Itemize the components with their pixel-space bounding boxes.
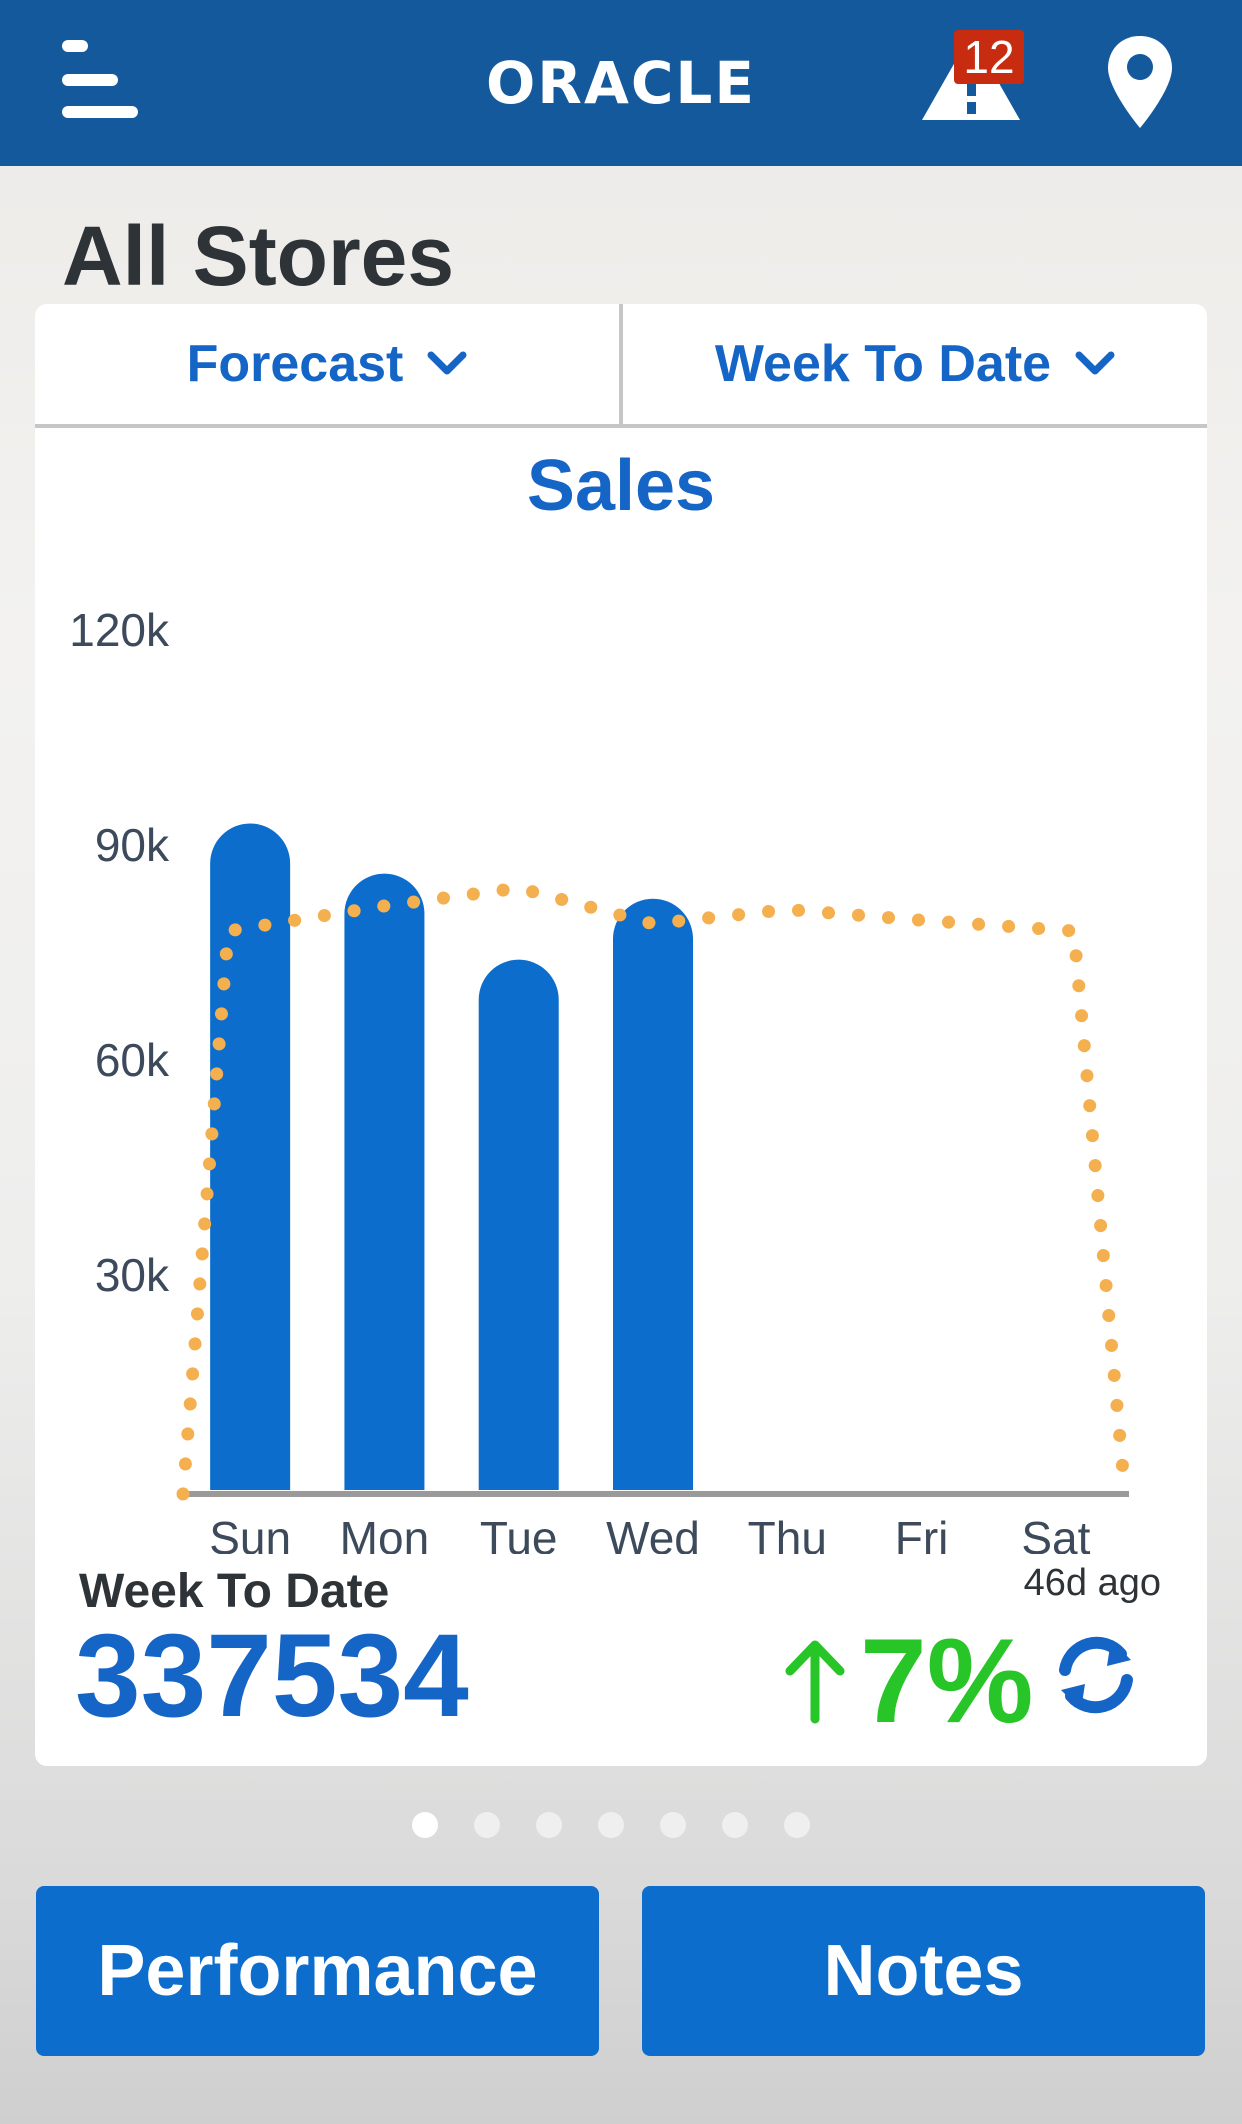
notes-button[interactable]: Notes <box>642 1886 1205 2056</box>
change-value: 7% <box>860 1614 1034 1748</box>
bar-tue[interactable] <box>478 959 559 1490</box>
top-bar: ORACLE 12 <box>0 0 1242 166</box>
performance-button[interactable]: Performance <box>36 1886 599 2056</box>
period-dropdown-label: Week To Date <box>714 335 1052 393</box>
page-dot[interactable] <box>474 1812 500 1838</box>
forecast-line <box>176 881 1132 1501</box>
hamburger-menu-icon <box>62 74 118 86</box>
sales-chart: 120k 90k 60k 30k Sun Mon Tue Wed Thu Fri Sat <box>69 604 1132 1554</box>
last-updated: 46d ago <box>1023 1562 1161 1604</box>
chart-title: Sales <box>526 446 716 526</box>
period-dropdown[interactable]: Week To Date <box>623 304 1207 424</box>
alerts-button[interactable]: 12 <box>916 26 1026 126</box>
x-tick-label: Sun <box>209 1512 291 1554</box>
page-dot[interactable] <box>660 1812 686 1838</box>
hamburger-menu-icon <box>62 106 138 118</box>
refresh-button[interactable] <box>1051 1630 1141 1720</box>
summary-label: Week To Date <box>79 1565 390 1618</box>
location-pin-icon <box>1108 36 1172 128</box>
sales-card: Forecast Week To Date Sales 120k 90k 60k 30… <box>35 304 1207 1766</box>
x-tick-label: Wed <box>606 1512 700 1554</box>
y-tick-label: 120k <box>69 604 170 656</box>
page-title: All Stores <box>62 209 455 303</box>
bar-mon[interactable] <box>344 873 425 1490</box>
page-dot[interactable] <box>722 1812 748 1838</box>
hamburger-menu-icon <box>62 40 88 52</box>
refresh-icon <box>1059 1636 1133 1714</box>
change-indicator: 7% <box>780 1616 1033 1746</box>
x-tick-label: Sat <box>1021 1512 1090 1554</box>
x-tick-label: Thu <box>748 1512 827 1554</box>
y-tick-label: 30k <box>95 1249 170 1301</box>
page-dot[interactable] <box>784 1812 810 1838</box>
x-tick-label: Fri <box>895 1512 949 1554</box>
page-dot[interactable] <box>412 1812 438 1838</box>
menu-button[interactable] <box>58 36 144 122</box>
alerts-badge: 12 <box>954 30 1024 84</box>
arrow-up-icon <box>785 1640 845 1724</box>
bar-sun[interactable] <box>210 823 291 1491</box>
bar-wed[interactable] <box>613 898 693 1490</box>
forecast-dropdown[interactable]: Forecast <box>35 304 623 424</box>
forecast-dropdown-label: Forecast <box>186 335 404 393</box>
y-tick-label: 90k <box>95 819 170 871</box>
selectors-row: Forecast Week To Date <box>35 304 1207 428</box>
x-tick-label: Mon <box>340 1512 429 1554</box>
page-dot[interactable] <box>598 1812 624 1838</box>
page-indicator[interactable] <box>412 1812 810 1838</box>
page-dot[interactable] <box>536 1812 562 1838</box>
chevron-down-icon <box>427 351 467 375</box>
y-tick-label: 60k <box>95 1034 170 1086</box>
x-tick-label: Tue <box>480 1512 558 1554</box>
summary-value: 337534 <box>75 1610 469 1742</box>
location-button[interactable] <box>1104 34 1176 130</box>
oracle-logo: ORACLE <box>486 49 756 117</box>
chevron-down-icon <box>1075 351 1115 375</box>
